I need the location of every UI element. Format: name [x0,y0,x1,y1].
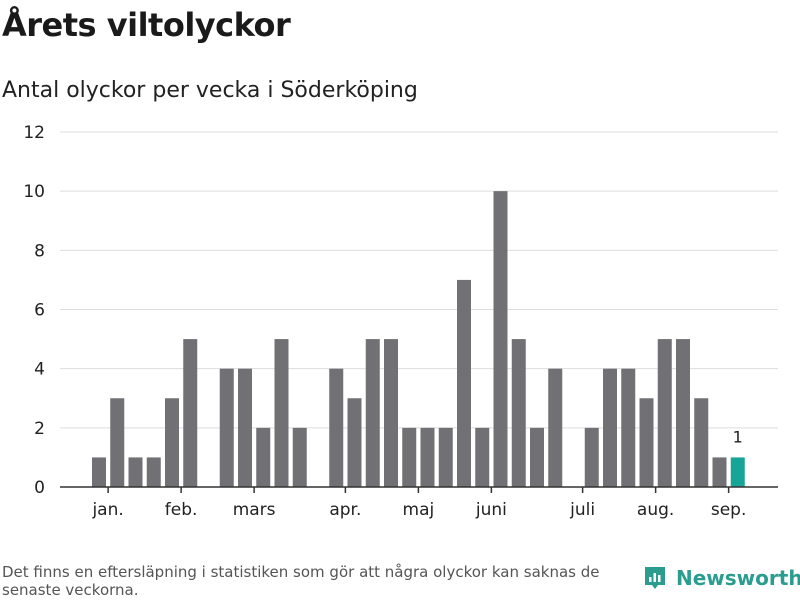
bar [676,339,690,487]
bar-chart: 0 2 4 6 8 10 12 1 jan. feb. mars apr. maj juni juli aug… [23,123,778,520]
bar [292,427,307,487]
x-tick-label: aug. [637,500,674,520]
bar [603,368,617,487]
y-tick-label: 6 [34,301,45,321]
bar [165,398,179,487]
y-tick-label: 8 [34,241,45,261]
bar [694,398,709,487]
bar [493,191,508,487]
x-tick-label: mars [233,500,276,520]
y-tick-label: 10 [23,182,45,202]
x-tick-label: apr. [329,500,361,520]
bar [256,427,271,487]
y-tick-label: 0 [34,478,45,498]
bar [329,368,344,487]
bar [475,427,490,487]
y-tick-label: 12 [23,123,45,143]
x-tick-label: sep. [711,500,747,520]
x-tick-label: maj [403,500,435,520]
bar [365,339,380,487]
bar [457,279,471,487]
newsworthy-chart-logo-icon [645,567,665,589]
x-tick-label: feb. [165,500,198,520]
bar [274,339,289,487]
bar [402,427,417,487]
brand-logo[interactable]: Newsworthy [644,566,800,590]
x-tick-label: jan. [91,500,123,520]
bar [584,427,599,487]
bar [712,457,727,487]
chart-subtitle: Antal olyckor per vecka i Söderköping [2,78,418,103]
bar [238,368,252,487]
bar [146,457,161,487]
data-label: 1 [733,427,743,446]
bar [621,368,636,487]
bar [511,339,526,487]
bar [438,427,453,487]
y-tick-label: 2 [34,419,45,439]
bar [639,398,654,487]
bar [219,368,234,487]
bar [548,368,563,487]
y-tick-label: 4 [34,360,45,380]
footnote: Det finns en eftersläpning i statistiken… [2,563,600,599]
bar [128,457,143,487]
bar [730,457,745,487]
x-tick-label: juni [475,500,507,520]
bar [384,339,398,487]
bar [347,398,362,487]
bar [420,427,435,487]
chart-title: Årets viltolyckor [2,6,291,44]
bar [110,398,125,487]
x-tick-label: juli [569,500,595,520]
bar [183,339,198,487]
bar [530,427,544,487]
bar [657,339,672,487]
bar [92,457,106,487]
brand-name: Newsworthy [676,566,800,590]
